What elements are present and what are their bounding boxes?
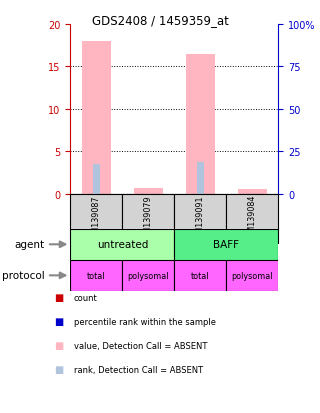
- Bar: [82, 42, 111, 194]
- Text: value, Detection Call = ABSENT: value, Detection Call = ABSENT: [74, 341, 207, 350]
- Text: count: count: [74, 293, 97, 302]
- Text: rank, Detection Call = ABSENT: rank, Detection Call = ABSENT: [74, 365, 203, 374]
- Text: ■: ■: [54, 364, 64, 374]
- Text: GSM139091: GSM139091: [196, 195, 205, 243]
- Text: total: total: [87, 271, 106, 280]
- Bar: [70, 194, 123, 243]
- Bar: [238, 190, 267, 194]
- Bar: [123, 260, 174, 291]
- Text: GSM139084: GSM139084: [248, 195, 257, 243]
- Bar: [227, 194, 278, 243]
- Bar: [174, 194, 227, 243]
- Text: untreated: untreated: [97, 240, 148, 250]
- Text: total: total: [191, 271, 210, 280]
- Bar: [197, 163, 204, 194]
- Text: BAFF: BAFF: [213, 240, 239, 250]
- Bar: [70, 229, 174, 260]
- Text: agent: agent: [14, 240, 44, 250]
- Bar: [174, 260, 227, 291]
- Text: ■: ■: [54, 340, 64, 350]
- Text: ■: ■: [54, 292, 64, 302]
- Bar: [186, 55, 215, 194]
- Text: GSM139079: GSM139079: [144, 195, 153, 243]
- Text: percentile rank within the sample: percentile rank within the sample: [74, 317, 216, 326]
- Text: polysomal: polysomal: [232, 271, 273, 280]
- Bar: [174, 229, 278, 260]
- Bar: [93, 164, 100, 194]
- Text: GSM139087: GSM139087: [92, 195, 101, 243]
- Text: polysomal: polysomal: [128, 271, 169, 280]
- Text: ■: ■: [54, 316, 64, 326]
- Bar: [134, 188, 163, 194]
- Bar: [227, 260, 278, 291]
- Bar: [123, 194, 174, 243]
- Bar: [70, 260, 123, 291]
- Text: GDS2408 / 1459359_at: GDS2408 / 1459359_at: [92, 14, 228, 27]
- Text: protocol: protocol: [2, 271, 44, 281]
